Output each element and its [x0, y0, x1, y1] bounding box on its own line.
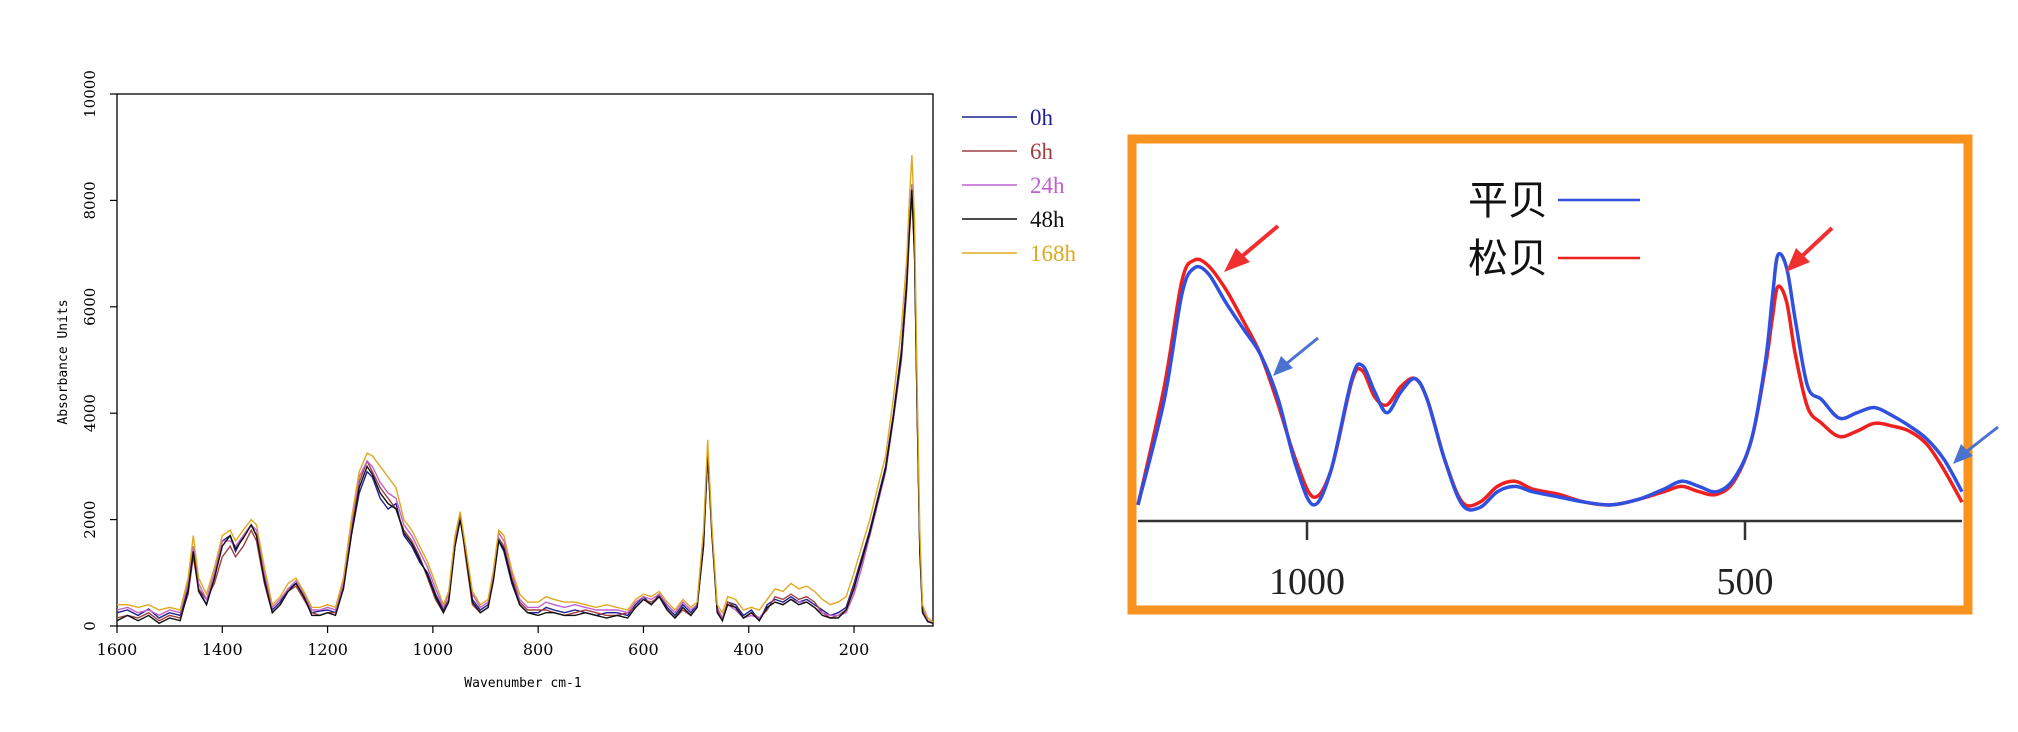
left-series-line-24h — [116, 184, 934, 624]
blue-arrow-right-shoulder — [1953, 425, 1999, 464]
right-series-line-平贝 — [1136, 251, 1964, 512]
blue-arrow-left-shoulder — [1273, 336, 1319, 376]
left-x-tick-label: 1200 — [307, 640, 348, 659]
left-x-tick-label: 1000 — [413, 640, 454, 659]
left-legend-label-6h: 6h — [1030, 139, 1054, 164]
left-spectrum-chart: 0 2000 4000 6000 8000 10000 1600 1400 1200 1000 8… — [56, 70, 1077, 691]
left-x-tick-label: 600 — [628, 640, 659, 659]
left-x-tick-label: 1600 — [97, 640, 138, 659]
right-x-tick-label: 500 — [1717, 561, 1774, 603]
left-y-tick-label: 10000 — [81, 70, 99, 118]
left-y-tick-label: 4000 — [81, 394, 99, 432]
left-x-tick-label: 400 — [733, 640, 764, 659]
right-legend-label-松贝: 松贝 — [1468, 236, 1548, 282]
left-y-axis-title: Absorbance Units — [56, 299, 71, 424]
left-legend: 0h 6h 24h 48h 168h — [962, 105, 1077, 266]
left-series-line-48h — [116, 189, 934, 625]
left-x-tick-label: 1400 — [202, 640, 243, 659]
left-legend-label-48h: 48h — [1030, 207, 1065, 232]
left-series-line-168h — [117, 155, 934, 623]
right-x-tick-label: 1000 — [1269, 561, 1345, 603]
left-y-tick-label: 0 — [81, 621, 99, 631]
left-y-tick-label: 8000 — [81, 181, 99, 219]
left-x-ticks: 1600 1400 1200 1000 800 600 400 200 — [97, 626, 870, 659]
left-series-line-6h — [116, 195, 934, 624]
right-x-ticks: 1000 500 — [1269, 521, 1774, 603]
left-x-tick-label: 200 — [839, 640, 870, 659]
left-x-tick-label: 800 — [523, 640, 554, 659]
left-y-tick-label: 2000 — [81, 501, 99, 539]
left-y-ticks: 0 2000 4000 6000 8000 10000 — [81, 70, 117, 631]
right-annotation-arrows — [1224, 224, 1999, 464]
left-plot-frame — [116, 93, 934, 627]
left-y-tick-label: 6000 — [81, 288, 99, 326]
left-legend-label-24h: 24h — [1030, 173, 1065, 198]
right-orange-frame — [1127, 134, 1973, 615]
left-legend-label-0h: 0h — [1030, 105, 1054, 130]
left-series-group — [116, 155, 934, 625]
red-arrow-left-peak — [1224, 224, 1280, 272]
left-x-axis-title: Wavenumber cm-1 — [464, 676, 581, 691]
right-legend-label-平贝: 平贝 — [1468, 178, 1548, 224]
right-series-group — [1136, 251, 1964, 512]
red-arrow-right-peak — [1786, 226, 1834, 272]
left-legend-label-168h: 168h — [1030, 241, 1077, 266]
left-series-line-0h — [116, 184, 934, 624]
